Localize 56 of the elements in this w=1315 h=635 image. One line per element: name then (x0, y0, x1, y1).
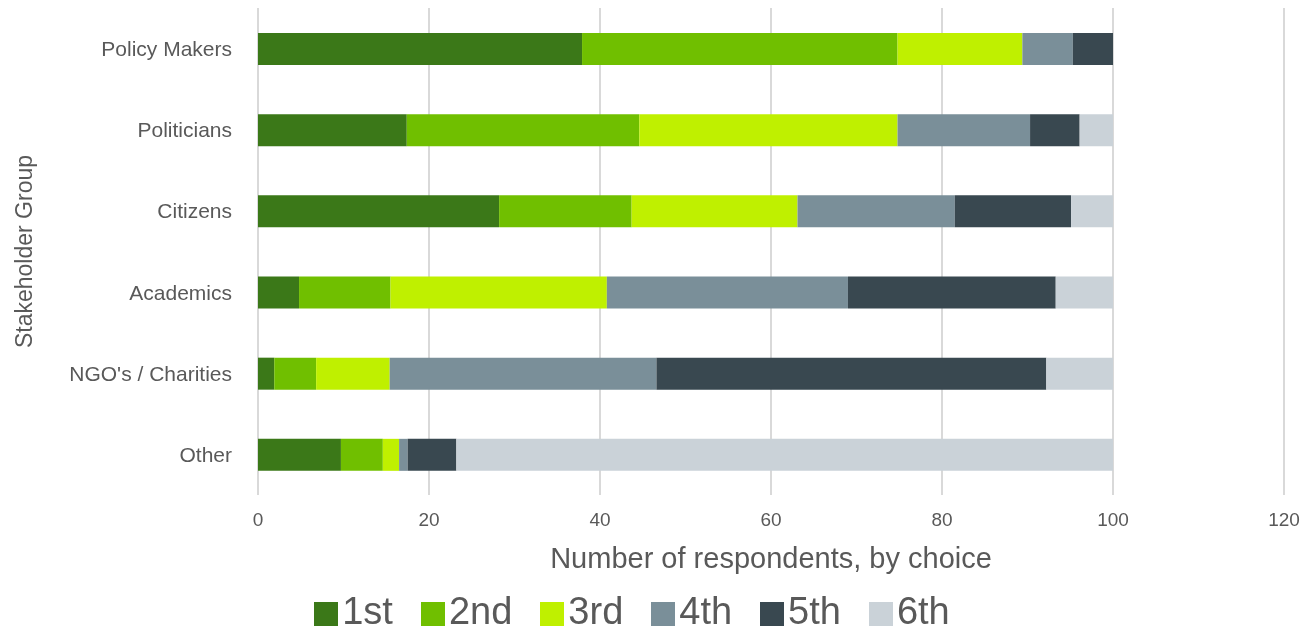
bar (258, 276, 300, 309)
bar (1030, 114, 1080, 147)
x-tick-label: 100 (1097, 509, 1129, 531)
bar (258, 114, 407, 147)
legend-label: 1st (342, 590, 393, 632)
bar (797, 195, 955, 228)
legend-label: 2nd (448, 590, 513, 632)
x-tick-label: 80 (931, 509, 953, 531)
legend-label: 4th (679, 590, 733, 632)
x-tick-label: 20 (418, 509, 440, 531)
bar (1055, 276, 1113, 309)
bar (274, 357, 317, 390)
bar (258, 33, 583, 65)
bar (299, 276, 391, 309)
bar (1072, 33, 1113, 65)
bar (1046, 357, 1113, 390)
bar (258, 195, 500, 228)
bar (316, 357, 390, 390)
bar (582, 33, 898, 65)
bar (847, 276, 1056, 309)
legend-label: 6th (896, 590, 950, 632)
y-tick-label: Other (179, 442, 232, 466)
y-tick-label: Citizens (157, 199, 232, 223)
legend-label: 3rd (568, 590, 624, 632)
bar (1071, 195, 1113, 228)
bar (407, 438, 457, 471)
bar (1079, 114, 1113, 147)
bar (406, 114, 640, 147)
bar (606, 276, 848, 309)
legend-label: 5th (788, 590, 841, 632)
bar (456, 438, 1113, 471)
bar (631, 195, 798, 228)
bar (389, 357, 657, 390)
bar (656, 357, 1047, 390)
bar (258, 357, 275, 390)
y-tick-label: Politicians (137, 118, 232, 142)
bar (399, 438, 408, 471)
bar (897, 114, 1031, 147)
x-tick-label: 40 (589, 509, 611, 531)
bar (1022, 33, 1073, 65)
bar (499, 195, 632, 228)
bar (258, 438, 341, 471)
x-axis-title: Number of respondents, by choice (550, 541, 992, 574)
bar (954, 195, 1072, 228)
y-tick-label: Academics (129, 280, 232, 304)
bar (639, 114, 898, 147)
x-tick-label: 0 (252, 509, 264, 531)
bar (382, 438, 400, 471)
x-tick-label: 120 (1268, 509, 1300, 531)
y-axis-title: Stakeholder Group (11, 154, 38, 349)
bar (897, 33, 1023, 65)
bar (340, 438, 383, 471)
y-tick-label: NGO's / Charities (69, 361, 232, 385)
x-tick-label: 60 (760, 509, 782, 531)
y-tick-label: Policy Makers (101, 37, 232, 61)
bar (390, 276, 607, 309)
